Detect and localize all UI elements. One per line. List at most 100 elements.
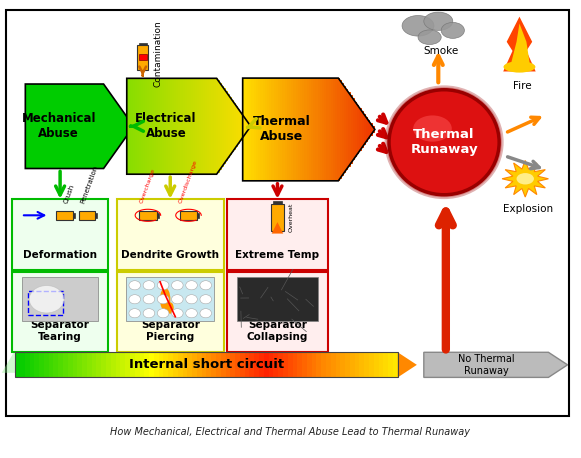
Bar: [144, 352, 150, 377]
Bar: [63, 352, 69, 377]
Ellipse shape: [160, 288, 170, 311]
Bar: [258, 78, 260, 181]
Polygon shape: [398, 352, 417, 377]
Bar: [245, 78, 247, 181]
Bar: [247, 78, 249, 181]
Bar: [274, 352, 279, 377]
Text: Overcharge: Overcharge: [139, 168, 156, 204]
Ellipse shape: [413, 115, 452, 142]
Bar: [207, 78, 209, 174]
FancyBboxPatch shape: [12, 199, 108, 270]
Bar: [302, 78, 304, 181]
Bar: [172, 78, 174, 174]
Bar: [141, 78, 144, 174]
Bar: [226, 92, 228, 161]
Bar: [129, 78, 131, 174]
Circle shape: [200, 294, 211, 304]
Bar: [238, 109, 241, 144]
Bar: [354, 352, 360, 377]
Bar: [218, 80, 220, 173]
Text: Thermal
Abuse: Thermal Abuse: [253, 115, 311, 143]
Text: Internal short circuit: Internal short circuit: [129, 358, 284, 371]
FancyBboxPatch shape: [139, 54, 147, 60]
Bar: [157, 213, 159, 218]
Bar: [56, 211, 73, 220]
Bar: [197, 352, 202, 377]
Bar: [349, 92, 350, 167]
FancyBboxPatch shape: [6, 10, 569, 416]
Bar: [338, 78, 339, 181]
Bar: [327, 78, 329, 181]
Bar: [368, 120, 371, 139]
Polygon shape: [26, 84, 134, 169]
Bar: [260, 78, 263, 181]
Bar: [164, 78, 166, 174]
Bar: [139, 78, 141, 174]
Circle shape: [129, 281, 141, 290]
Bar: [369, 352, 374, 377]
Bar: [30, 352, 35, 377]
Bar: [174, 78, 176, 174]
Circle shape: [171, 281, 183, 290]
Bar: [287, 78, 289, 181]
Bar: [202, 352, 207, 377]
Bar: [168, 352, 174, 377]
Polygon shape: [502, 160, 548, 197]
Bar: [360, 352, 365, 377]
Text: Separator
Tearing: Separator Tearing: [31, 320, 89, 342]
Bar: [335, 78, 338, 181]
Bar: [342, 83, 344, 176]
Bar: [245, 118, 246, 135]
Bar: [106, 352, 112, 377]
Bar: [340, 352, 346, 377]
Bar: [283, 352, 288, 377]
Bar: [178, 78, 181, 174]
FancyBboxPatch shape: [227, 199, 328, 270]
Bar: [324, 78, 327, 181]
Bar: [87, 352, 92, 377]
Bar: [271, 78, 274, 181]
Bar: [53, 352, 59, 377]
Bar: [268, 352, 274, 377]
Text: Deformation: Deformation: [23, 250, 97, 260]
Bar: [259, 352, 264, 377]
Text: Penetration: Penetration: [80, 164, 99, 204]
Polygon shape: [511, 23, 530, 65]
Bar: [205, 78, 207, 174]
Bar: [139, 211, 157, 220]
Bar: [176, 78, 178, 174]
Bar: [144, 78, 145, 174]
Bar: [254, 78, 256, 181]
Bar: [264, 352, 269, 377]
Circle shape: [157, 281, 169, 290]
Bar: [135, 352, 140, 377]
Bar: [181, 78, 182, 174]
Bar: [297, 78, 300, 181]
Bar: [278, 78, 280, 181]
Bar: [371, 123, 372, 136]
Bar: [125, 352, 131, 377]
Bar: [216, 78, 218, 174]
Circle shape: [29, 285, 64, 313]
Bar: [282, 78, 285, 181]
Text: Crush: Crush: [63, 183, 76, 204]
Bar: [254, 352, 260, 377]
Bar: [293, 78, 296, 181]
Bar: [265, 78, 267, 181]
Bar: [326, 352, 331, 377]
Bar: [228, 94, 230, 158]
Bar: [101, 352, 107, 377]
Text: Smoke: Smoke: [424, 46, 459, 56]
Bar: [44, 352, 49, 377]
Bar: [309, 78, 311, 181]
Bar: [189, 78, 191, 174]
Bar: [331, 78, 333, 181]
Bar: [278, 352, 284, 377]
Bar: [201, 78, 203, 174]
Bar: [315, 78, 318, 181]
Bar: [360, 108, 361, 151]
Ellipse shape: [424, 12, 453, 30]
Circle shape: [171, 309, 183, 318]
Bar: [366, 117, 368, 142]
Polygon shape: [105, 350, 236, 373]
